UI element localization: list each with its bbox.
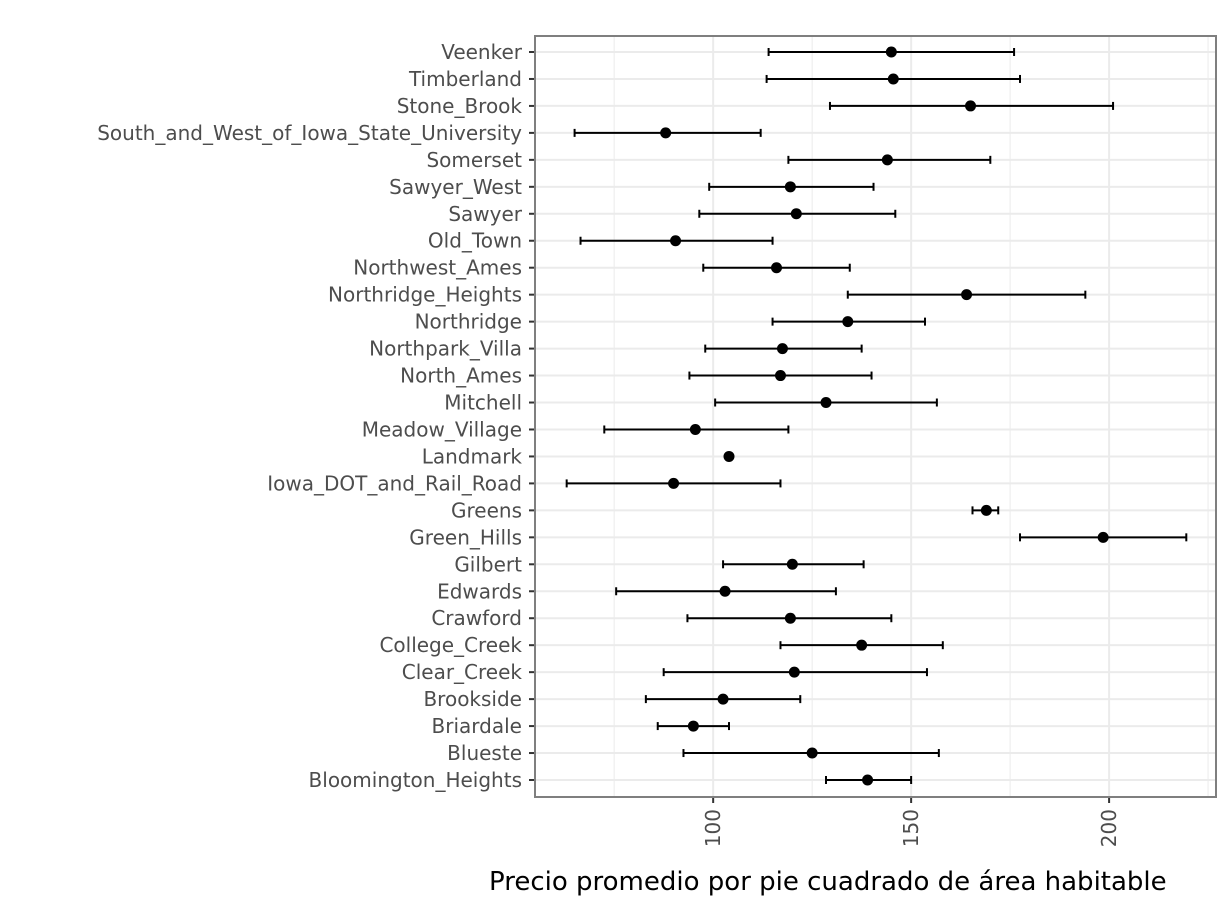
data-point bbox=[790, 208, 802, 220]
data-point bbox=[771, 262, 783, 274]
data-point bbox=[862, 774, 874, 786]
y-tick-label: Stone_Brook bbox=[397, 94, 523, 118]
x-axis-title: Precio promedio por pie cuadrado de área… bbox=[489, 867, 1167, 897]
data-point bbox=[670, 235, 682, 247]
y-tick-label: Sawyer bbox=[448, 202, 522, 226]
data-point bbox=[842, 316, 854, 328]
y-tick-label: Gilbert bbox=[454, 552, 522, 576]
x-tick-label: 200 bbox=[1097, 809, 1121, 847]
point-layer bbox=[660, 46, 1109, 786]
y-tick-label: Briardale bbox=[432, 714, 522, 738]
y-tick-label: Northridge bbox=[415, 310, 522, 334]
data-point bbox=[881, 154, 893, 166]
data-point bbox=[723, 450, 735, 462]
y-tick-label: Clear_Creek bbox=[402, 660, 523, 684]
x-tick-label: 150 bbox=[899, 809, 923, 847]
data-point bbox=[660, 127, 672, 139]
y-tick-label: North_Ames bbox=[400, 364, 522, 388]
x-tick-label: 100 bbox=[701, 809, 725, 847]
data-point bbox=[820, 397, 832, 409]
plot-panel-border bbox=[534, 35, 1217, 798]
y-tick-label: Green_Hills bbox=[409, 525, 522, 549]
data-point bbox=[687, 720, 699, 732]
data-point bbox=[885, 46, 897, 58]
y-tick-label: College_Creek bbox=[379, 633, 522, 657]
data-point bbox=[717, 693, 729, 705]
y-tick-label: Northridge_Heights bbox=[328, 283, 522, 307]
y-tick-label: Old_Town bbox=[428, 229, 522, 253]
y-tick-label: Somerset bbox=[426, 148, 522, 172]
y-tick-label: Bloomington_Heights bbox=[309, 768, 522, 792]
data-point bbox=[784, 612, 796, 624]
y-tick-label: Mitchell bbox=[444, 391, 522, 415]
data-point bbox=[776, 343, 788, 355]
data-point bbox=[887, 73, 899, 85]
data-point bbox=[786, 558, 798, 570]
data-point bbox=[961, 289, 973, 301]
y-tick-label: Veenker bbox=[441, 40, 523, 64]
data-point bbox=[784, 181, 796, 193]
y-tick-label: Iowa_DOT_and_Rail_Road bbox=[267, 471, 522, 495]
data-point bbox=[806, 747, 818, 759]
y-tick-label: Brookside bbox=[423, 687, 522, 711]
y-tick-label: Northpark_Villa bbox=[369, 337, 522, 361]
y-tick-label: Greens bbox=[451, 498, 522, 522]
data-point bbox=[856, 639, 868, 651]
data-point bbox=[668, 477, 680, 489]
data-point bbox=[1097, 531, 1109, 543]
y-tick-label: South_and_West_of_Iowa_State_University bbox=[97, 121, 522, 145]
y-tick-label: Landmark bbox=[422, 444, 523, 468]
data-point bbox=[788, 666, 800, 678]
data-point bbox=[980, 504, 992, 516]
data-point bbox=[965, 100, 977, 112]
y-tick-label: Edwards bbox=[437, 579, 522, 603]
label-layer: 100 150 200 Veenker Timberland Stone_Brook Sou… bbox=[97, 40, 1121, 847]
data-point bbox=[689, 423, 701, 435]
y-tick-label: Blueste bbox=[447, 741, 522, 765]
y-tick-label: Sawyer_West bbox=[389, 175, 522, 199]
y-tick-label: Timberland bbox=[408, 67, 522, 91]
y-tick-label: Northwest_Ames bbox=[353, 256, 522, 280]
y-tick-label: Crawford bbox=[431, 606, 522, 630]
data-point bbox=[719, 585, 731, 597]
data-point bbox=[774, 370, 786, 382]
y-tick-label: Meadow_Village bbox=[362, 417, 522, 441]
